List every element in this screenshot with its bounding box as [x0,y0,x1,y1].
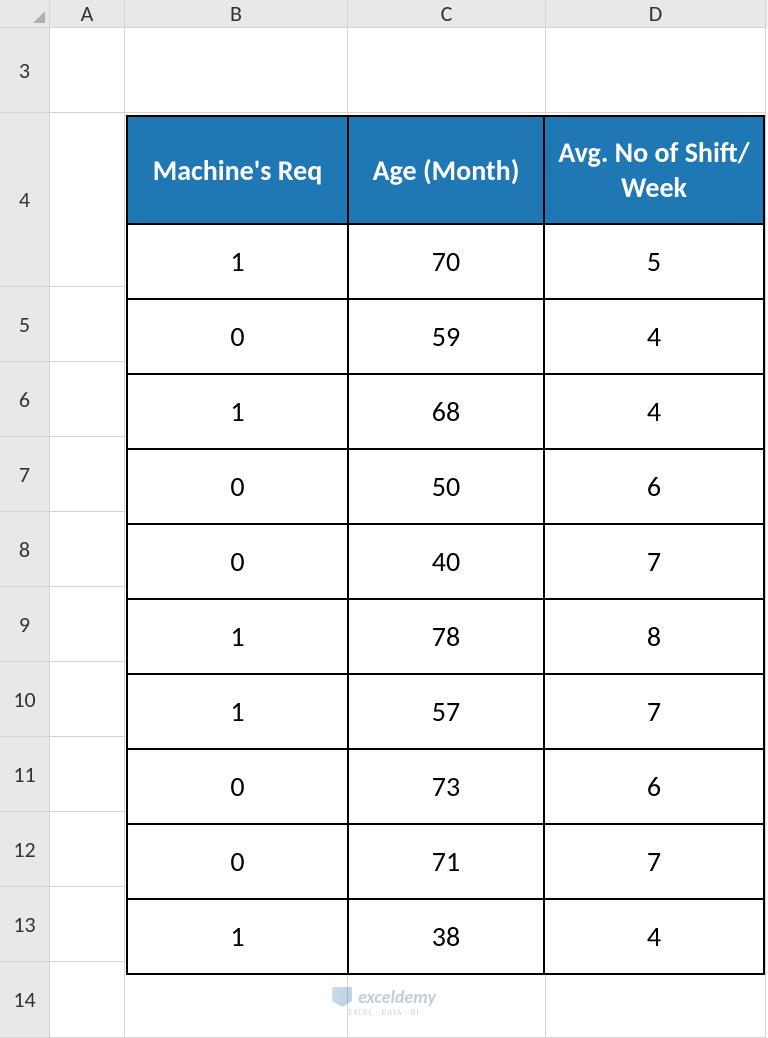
table-row: 0717 [128,823,763,898]
table-cell[interactable]: 6 [545,450,763,523]
row-3: 3 [0,28,768,113]
row-header-7[interactable]: 7 [0,437,50,512]
col-header-D[interactable]: D [546,0,766,28]
table-row: 0407 [128,523,763,598]
row-header-4[interactable]: 4 [0,113,50,287]
table-cell[interactable]: 0 [128,825,349,898]
table-cell[interactable]: 78 [349,600,545,673]
cell-A6[interactable] [50,362,125,437]
table-row: 1577 [128,673,763,748]
table-cell[interactable]: 5 [545,225,763,298]
row-header-12[interactable]: 12 [0,812,50,887]
table-row: 1788 [128,598,763,673]
table-cell[interactable]: 0 [128,525,349,598]
row-header-9[interactable]: 9 [0,587,50,662]
table-cell[interactable]: 7 [545,675,763,748]
table-cell[interactable]: 1 [128,375,349,448]
table-row: 0506 [128,448,763,523]
cell-A14[interactable] [50,962,125,1038]
table-cell[interactable]: 57 [349,675,545,748]
header-avg-shift-week[interactable]: Avg. No of Shift/ Week [545,117,763,223]
table-row: 1684 [128,373,763,448]
table-cell[interactable]: 59 [349,300,545,373]
table-cell[interactable]: 1 [128,225,349,298]
table-cell[interactable]: 1 [128,900,349,973]
row-header-6[interactable]: 6 [0,362,50,437]
table-cell[interactable]: 40 [349,525,545,598]
col-header-A[interactable]: A [50,0,125,28]
header-age-month[interactable]: Age (Month) [349,117,545,223]
table-cell[interactable]: 1 [128,675,349,748]
column-headers-row: A B C D [0,0,768,28]
table-cell[interactable]: 50 [349,450,545,523]
table-cell[interactable]: 6 [545,750,763,823]
cell-A9[interactable] [50,587,125,662]
cell-A4[interactable] [50,113,125,287]
table-cell[interactable]: 0 [128,450,349,523]
table-cell[interactable]: 0 [128,750,349,823]
cell-D3[interactable] [546,28,766,113]
row-header-14[interactable]: 14 [0,962,50,1038]
table-body: 1705059416840506040717881577073607171384 [128,223,763,973]
cell-A13[interactable] [50,887,125,962]
header-machines-req[interactable]: Machine's Req [128,117,349,223]
row-header-5[interactable]: 5 [0,287,50,362]
row-header-10[interactable]: 10 [0,662,50,737]
cell-A12[interactable] [50,812,125,887]
table-cell[interactable]: 70 [349,225,545,298]
row-header-8[interactable]: 8 [0,512,50,587]
table-cell[interactable]: 4 [545,300,763,373]
table-header-row: Machine's Req Age (Month) Avg. No of Shi… [128,117,763,223]
table-cell[interactable]: 73 [349,750,545,823]
table-cell[interactable]: 1 [128,600,349,673]
table-cell[interactable]: 71 [349,825,545,898]
table-cell[interactable]: 0 [128,300,349,373]
table-row: 0736 [128,748,763,823]
col-header-C[interactable]: C [348,0,546,28]
cell-C3[interactable] [348,28,546,113]
table-cell[interactable]: 38 [349,900,545,973]
cell-A5[interactable] [50,287,125,362]
row-header-3[interactable]: 3 [0,28,50,113]
cell-A8[interactable] [50,512,125,587]
row-header-11[interactable]: 11 [0,737,50,812]
table-row: 1705 [128,223,763,298]
table-cell[interactable]: 4 [545,900,763,973]
select-all-corner[interactable] [0,0,50,28]
data-table: Machine's Req Age (Month) Avg. No of Shi… [126,115,765,975]
cell-A10[interactable] [50,662,125,737]
table-cell[interactable]: 68 [349,375,545,448]
table-cell[interactable]: 8 [545,600,763,673]
cell-A7[interactable] [50,437,125,512]
cell-B3[interactable] [125,28,348,113]
row-header-13[interactable]: 13 [0,887,50,962]
table-row: 0594 [128,298,763,373]
table-cell[interactable]: 4 [545,375,763,448]
table-cell[interactable]: 7 [545,525,763,598]
col-header-B[interactable]: B [125,0,348,28]
cell-A11[interactable] [50,737,125,812]
table-row: 1384 [128,898,763,973]
cell-A3[interactable] [50,28,125,113]
table-cell[interactable]: 7 [545,825,763,898]
